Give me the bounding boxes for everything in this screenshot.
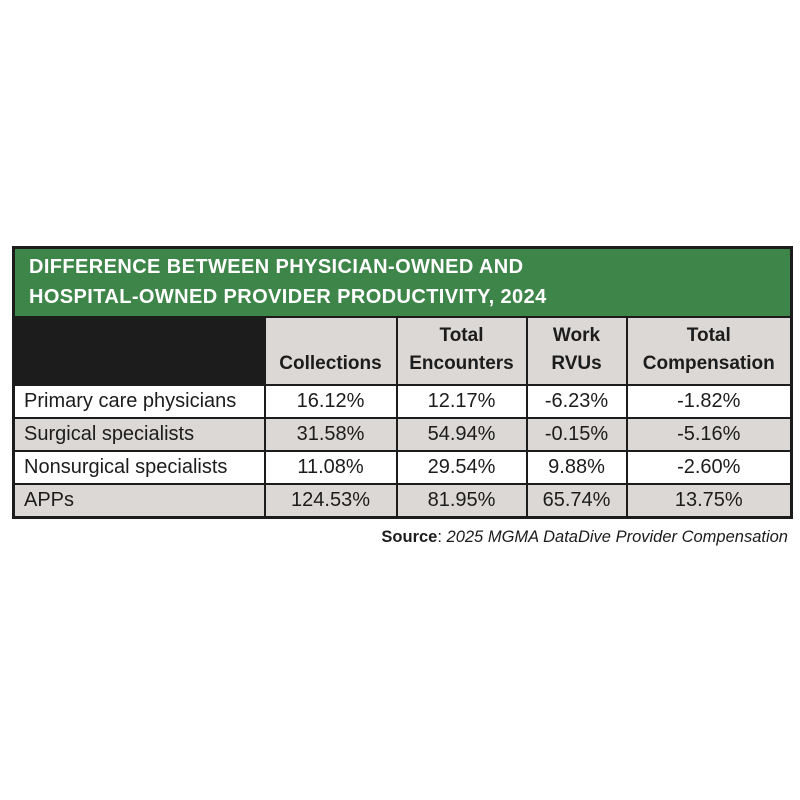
value-cell: 54.94%: [395, 417, 528, 453]
row-label: Primary care physicians: [12, 384, 266, 420]
col-header-work-rvus: Work RVUs: [525, 315, 628, 387]
productivity-table-figure: DIFFERENCE BETWEEN PHYSICIAN-OWNED AND H…: [12, 246, 794, 547]
row-label: Surgical specialists: [12, 417, 266, 453]
value-cell: 9.88%: [525, 450, 628, 486]
value-cell: 13.75%: [625, 483, 793, 519]
row-label: APPs: [12, 483, 266, 519]
value-cell: 12.17%: [395, 384, 528, 420]
value-cell: 124.53%: [263, 483, 398, 519]
source-text: 2025 MGMA DataDive Provider Compensation: [446, 527, 788, 546]
value-cell: -2.60%: [625, 450, 793, 486]
value-cell: -5.16%: [625, 417, 793, 453]
value-cell: 16.12%: [263, 384, 398, 420]
corner-cell: [12, 315, 266, 387]
table-title-line-1: DIFFERENCE BETWEEN PHYSICIAN-OWNED AND: [29, 256, 524, 278]
col-header-total-encounters: Total Encounters: [395, 315, 528, 387]
value-cell: -6.23%: [525, 384, 628, 420]
table-row-apps: APPs 124.53% 81.95% 65.74% 13.75%: [12, 483, 793, 519]
value-cell: -1.82%: [625, 384, 793, 420]
col-header-total-compensation: Total Compensation: [625, 315, 793, 387]
column-header-row: Collections Total Encounters Work RVUs T…: [12, 315, 793, 387]
table-row-nonsurgical: Nonsurgical specialists 11.08% 29.54% 9.…: [12, 450, 793, 486]
value-cell: 81.95%: [395, 483, 528, 519]
table-row-surgical: Surgical specialists 31.58% 54.94% -0.15…: [12, 417, 793, 453]
value-cell: 11.08%: [263, 450, 398, 486]
table-row-primary-care: Primary care physicians 16.12% 12.17% -6…: [12, 384, 793, 420]
row-label: Nonsurgical specialists: [12, 450, 266, 486]
source-line: Source: 2025 MGMA DataDive Provider Comp…: [12, 528, 790, 547]
table-title-line-2: HOSPITAL-OWNED PROVIDER PRODUCTIVITY, 20…: [29, 286, 547, 308]
source-separator: :: [437, 527, 447, 546]
table-title: DIFFERENCE BETWEEN PHYSICIAN-OWNED AND H…: [12, 246, 793, 318]
value-cell: 29.54%: [395, 450, 528, 486]
value-cell: 65.74%: [525, 483, 628, 519]
value-cell: -0.15%: [525, 417, 628, 453]
productivity-table: DIFFERENCE BETWEEN PHYSICIAN-OWNED AND H…: [12, 246, 794, 519]
col-header-collections: Collections: [263, 315, 398, 387]
value-cell: 31.58%: [263, 417, 398, 453]
source-label: Source: [381, 527, 438, 546]
